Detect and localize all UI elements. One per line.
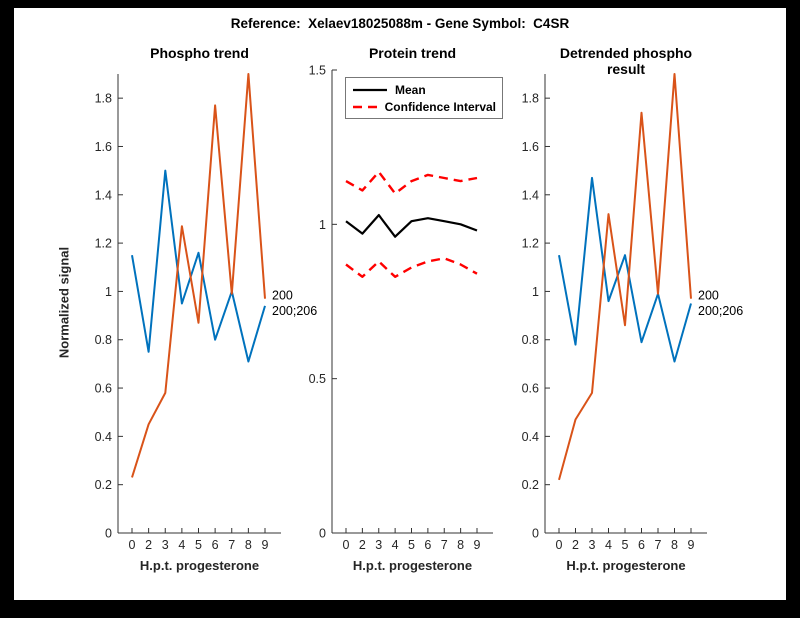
series-line-confidence-interval-upper [345, 170, 478, 195]
series-end-label: 200;206 [698, 304, 743, 318]
y-tick-label: 1.2 [522, 237, 539, 251]
x-tick-label: 0 [556, 538, 563, 552]
y-tick-label: 0 [532, 527, 539, 541]
y-tick-label: 1 [532, 285, 539, 299]
x-tick-label: 0 [343, 538, 350, 552]
y-tick-label: 1.4 [522, 188, 539, 202]
y-tick-label: 0.6 [522, 382, 539, 396]
subplot-protein-trend: 00.511.50 2 3 4 5 6 7 8 9 [309, 64, 493, 552]
subplot-detrended-phospho: 00.20.40.60.811.21.41.61.80 2 3 4 5 6 7 8 920020… [522, 73, 743, 552]
x-axis-label-2: H.p.t. progesterone [352, 558, 473, 573]
series-end-label: 200 [272, 289, 293, 303]
legend-entry-confidence-interval: Confidence Interval [352, 98, 496, 115]
y-tick-label: 0 [319, 527, 326, 541]
y-tick-label: 0.8 [522, 333, 539, 347]
figure-title: Reference: Xelaev18025088m - Gene Symbol… [230, 16, 570, 31]
x-tick-label: 4 [178, 538, 185, 552]
y-tick-label: 1.6 [95, 140, 112, 154]
series-line-200 [131, 73, 266, 478]
x-tick-label: 8 [457, 538, 464, 552]
series-end-label: 200;206 [272, 304, 317, 318]
x-tick-label: 7 [228, 538, 235, 552]
y-tick-label: 1.8 [95, 92, 112, 106]
x-tick-label: 3 [162, 538, 169, 552]
series-line-confidence-interval-lower [345, 257, 478, 278]
x-tick-label: 6 [424, 538, 431, 552]
x-tick-label: 3 [375, 538, 382, 552]
x-tick-label: 6 [638, 538, 645, 552]
x-tick-label: 9 [262, 538, 269, 552]
series-end-label: 200 [698, 289, 719, 303]
legend-entry-mean: Mean [352, 81, 496, 98]
subplot-title-phospho-trend: Phospho trend [150, 45, 249, 61]
y-tick-label: 0.4 [522, 430, 539, 444]
series-line-200 [558, 73, 692, 481]
y-tick-label: 0.5 [309, 372, 326, 386]
series-line-200-206 [131, 169, 266, 363]
x-tick-label: 8 [671, 538, 678, 552]
y-tick-label: 1 [319, 218, 326, 232]
series-line-mean [345, 214, 478, 238]
legend-label-confidence-interval: Confidence Interval [384, 99, 496, 114]
x-tick-label: 3 [589, 538, 596, 552]
y-tick-label: 0.6 [95, 382, 112, 396]
x-axis-label-1: H.p.t. progesterone [139, 558, 260, 573]
x-tick-label: 6 [212, 538, 219, 552]
legend-box: Mean Confidence Interval [345, 77, 503, 119]
y-tick-label: 1.6 [522, 140, 539, 154]
x-tick-label: 7 [441, 538, 448, 552]
x-tick-label: 5 [622, 538, 629, 552]
x-tick-label: 7 [655, 538, 662, 552]
legend-line-dashed-icon [353, 105, 378, 108]
x-tick-label: 5 [195, 538, 202, 552]
y-tick-label: 1.5 [309, 64, 326, 78]
y-tick-label: 0.2 [95, 478, 112, 492]
x-tick-label: 2 [145, 538, 152, 552]
x-tick-label: 2 [572, 538, 579, 552]
x-tick-label: 0 [129, 538, 136, 552]
subplot-phospho-trend: 00.20.40.60.811.21.41.61.80 2 3 4 5 6 7 8 920020… [95, 73, 317, 552]
x-tick-label: 2 [359, 538, 366, 552]
x-tick-label: 9 [474, 538, 481, 552]
x-tick-label: 8 [245, 538, 252, 552]
legend-line-solid-icon [353, 88, 387, 91]
series-line-200-206 [558, 176, 692, 363]
legend-label-mean: Mean [395, 82, 426, 97]
y-tick-label: 0.2 [522, 478, 539, 492]
x-tick-label: 4 [605, 538, 612, 552]
y-tick-label: 1.8 [522, 92, 539, 106]
y-tick-label: 0.4 [95, 430, 112, 444]
y-tick-label: 1 [105, 285, 112, 299]
x-tick-label: 9 [688, 538, 695, 552]
y-tick-label: 1.4 [95, 188, 112, 202]
y-tick-label: 0 [105, 527, 112, 541]
y-tick-label: 0.8 [95, 333, 112, 347]
x-tick-label: 5 [408, 538, 415, 552]
x-tick-label: 4 [392, 538, 399, 552]
x-axis-label-3: H.p.t. progesterone [566, 558, 686, 573]
y-tick-label: 1.2 [95, 237, 112, 251]
subplot-title-detrended-phospho: Detrended phospho result [559, 45, 693, 77]
subplot-title-protein-trend: Protein trend [368, 45, 457, 61]
